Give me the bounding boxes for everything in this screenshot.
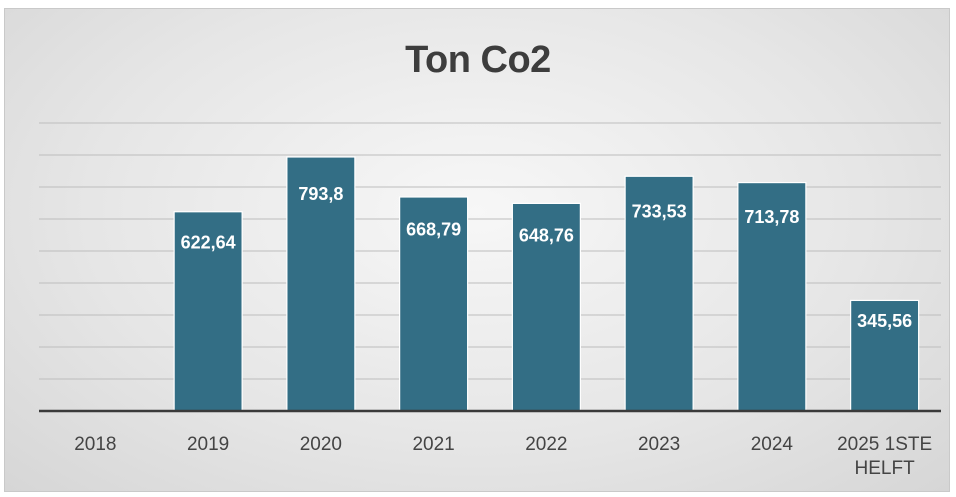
chart-title: Ton Co2 (405, 39, 551, 81)
data-labels: 622,64 793,8 668,79 648,76 733,53 713,78 345,5… (181, 184, 913, 331)
bar-2020 (286, 156, 356, 412)
category-label: 2019 (187, 434, 229, 455)
data-label: 733,53 (632, 201, 687, 221)
category-label: 2024 (751, 434, 794, 455)
category-label: 2018 (74, 434, 116, 455)
data-label: 345,56 (857, 311, 912, 331)
category-label: 2023 (638, 434, 680, 455)
category-label: 2020 (300, 434, 342, 455)
bar-2021 (399, 196, 469, 412)
category-label: 2025 1STE HELFT (837, 434, 932, 479)
data-label: 713,78 (744, 207, 799, 227)
data-label: 622,64 (181, 233, 236, 253)
bars (173, 156, 920, 412)
category-label: 2021 (412, 434, 454, 455)
data-label: 793,8 (298, 184, 343, 204)
bar-2019 (173, 211, 243, 412)
bar-2022 (511, 202, 581, 412)
data-label: 648,76 (519, 225, 574, 245)
category-labels: 2018 2019 2020 2021 2022 2023 2024 2025 1STE HEL… (74, 434, 932, 479)
chart-frame: Ton Co2 622,64 793,8 668,79 648,76 733,53 713… (4, 8, 950, 492)
bar-2025-1ste-helft (850, 299, 920, 412)
category-label: 2022 (525, 434, 567, 455)
chart-plot: 622,64 793,8 668,79 648,76 733,53 713,78 345,5… (39, 122, 941, 479)
data-label: 668,79 (406, 220, 461, 240)
